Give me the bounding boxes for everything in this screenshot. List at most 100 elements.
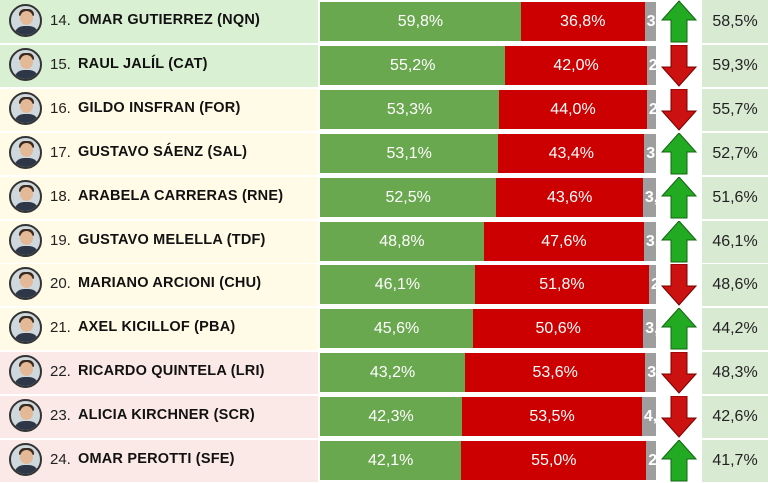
stacked-bar: 45,6%50,6%3,8 — [320, 309, 656, 349]
arrow-up-icon — [661, 0, 697, 43]
stacked-bar: 42,3%53,5%4,2 — [320, 397, 656, 437]
avatar — [9, 223, 42, 257]
governor-name: MARIANO ARCIONI (CHU) — [78, 275, 262, 292]
approval-value: 41,7% — [702, 439, 768, 482]
bar-positive: 52,5% — [320, 177, 497, 217]
approval-value: 52,7% — [702, 131, 768, 175]
row-background — [0, 175, 318, 219]
bar-other: 2,9 — [646, 441, 656, 480]
bar-other: 4,2 — [641, 397, 656, 437]
bar-other: 3,6 — [643, 221, 656, 261]
row-background — [0, 131, 318, 175]
table-row: 20. MARIANO ARCIONI (CHU) 46,1%51,8%2,1 48,… — [0, 263, 768, 307]
bar-negative: 43,4% — [498, 133, 645, 173]
bar-other: 3,9 — [642, 177, 656, 217]
governor-name: RICARDO QUINTELA (LRI) — [78, 363, 265, 380]
rank-number: 20. — [50, 275, 71, 293]
rank-number: 19. — [50, 231, 71, 249]
bar-negative: 53,5% — [462, 397, 642, 437]
approval-value: 44,2% — [702, 307, 768, 351]
row-separator — [0, 131, 768, 133]
bar-other: 3,5 — [644, 133, 656, 173]
stacked-bar: 52,5%43,6%3,9 — [320, 177, 656, 217]
rank-number: 22. — [50, 363, 71, 381]
bar-other: 2,7 — [646, 89, 656, 129]
row-separator — [0, 307, 768, 309]
bar-negative: 42,0% — [505, 45, 647, 85]
rank-number: 21. — [50, 319, 71, 337]
bar-positive: 59,8% — [320, 2, 521, 41]
rank-number: 15. — [50, 55, 71, 73]
governor-name: GUSTAVO MELELLA (TDF) — [78, 231, 266, 248]
row-background — [0, 439, 318, 482]
approval-value: 55,7% — [702, 87, 768, 131]
avatar — [9, 267, 42, 301]
row-background — [0, 87, 318, 131]
bar-positive: 45,6% — [320, 309, 474, 349]
table-row: 18. ARABELA CARRERAS (RNE) 52,5%43,6%3,9 51… — [0, 175, 768, 219]
bar-other: 2,8 — [646, 45, 656, 85]
avatar — [9, 135, 42, 169]
governor-name: OMAR PEROTTI (SFE) — [78, 451, 235, 467]
arrow-up-icon — [661, 219, 697, 262]
row-separator — [0, 395, 768, 397]
bar-positive: 46,1% — [320, 265, 475, 305]
bar-negative: 47,6% — [483, 221, 644, 261]
approval-value: 42,6% — [702, 395, 768, 439]
avatar — [9, 179, 42, 213]
bar-other: 2,1 — [648, 265, 656, 305]
rank-number: 23. — [50, 407, 71, 425]
arrow-up-icon — [661, 439, 697, 482]
bar-negative: 53,6% — [465, 353, 646, 393]
table-row: 19. GUSTAVO MELELLA (TDF) 48,8%47,6%3,6 46,… — [0, 219, 768, 263]
row-separator — [0, 175, 768, 177]
arrow-down-icon — [661, 88, 697, 131]
bar-negative: 36,8% — [520, 2, 645, 41]
governor-name: AXEL KICILLOF (PBA) — [78, 319, 236, 336]
bar-negative: 43,6% — [496, 177, 643, 217]
approval-value: 59,3% — [702, 43, 768, 87]
table-row: 17. GUSTAVO SÁENZ (SAL) 53,1%43,4%3,5 52,7% — [0, 131, 768, 175]
stacked-bar: 53,1%43,4%3,5 — [320, 133, 656, 173]
approval-value: 58,5% — [702, 0, 768, 43]
governor-name: GUSTAVO SÁENZ (SAL) — [78, 143, 248, 160]
bar-negative: 44,0% — [499, 89, 647, 129]
row-background — [0, 307, 318, 351]
bar-other: 3,8 — [643, 309, 656, 349]
avatar — [9, 443, 42, 476]
row-background — [0, 395, 318, 439]
row-separator — [0, 219, 768, 221]
bar-other: 3,2 — [645, 353, 656, 393]
row-separator — [0, 439, 768, 440]
table-row: 24. OMAR PEROTTI (SFE) 42,1%55,0%2,9 41,7% — [0, 439, 768, 482]
arrow-up-icon — [661, 131, 697, 175]
stacked-bar: 53,3%44,0%2,7 — [320, 89, 656, 129]
bar-positive: 53,1% — [320, 133, 499, 173]
avatar — [9, 4, 42, 37]
row-separator — [0, 351, 768, 353]
bar-positive: 43,2% — [320, 353, 466, 393]
table-row: 16. GILDO INSFRAN (FOR) 53,3%44,0%2,7 55,7% — [0, 87, 768, 131]
avatar — [9, 91, 42, 125]
row-background — [0, 43, 318, 87]
rank-number: 18. — [50, 187, 71, 205]
approval-value: 48,3% — [702, 351, 768, 395]
stacked-bar: 55,2%42,0%2,8 — [320, 45, 656, 85]
row-separator — [0, 43, 768, 45]
bar-negative: 55,0% — [461, 441, 647, 480]
avatar — [9, 47, 42, 81]
avatar — [9, 399, 42, 433]
governor-name: OMAR GUTIERREZ (NQN) — [78, 12, 261, 28]
table-row: 21. AXEL KICILLOF (PBA) 45,6%50,6%3,8 44,2% — [0, 307, 768, 351]
rank-number: 14. — [50, 12, 71, 29]
row-background — [0, 0, 318, 43]
bar-positive: 42,1% — [320, 441, 462, 480]
bar-negative: 50,6% — [473, 309, 644, 349]
bar-negative: 51,8% — [474, 265, 649, 305]
row-separator — [0, 263, 768, 265]
governor-name: ALICIA KIRCHNER (SCR) — [78, 407, 255, 424]
arrow-down-icon — [661, 263, 697, 307]
bar-positive: 53,3% — [320, 89, 500, 129]
stacked-bar: 42,1%55,0%2,9 — [320, 441, 656, 480]
table-row: 15. RAUL JALÍL (CAT) 55,2%42,0%2,8 59,3% — [0, 43, 768, 87]
